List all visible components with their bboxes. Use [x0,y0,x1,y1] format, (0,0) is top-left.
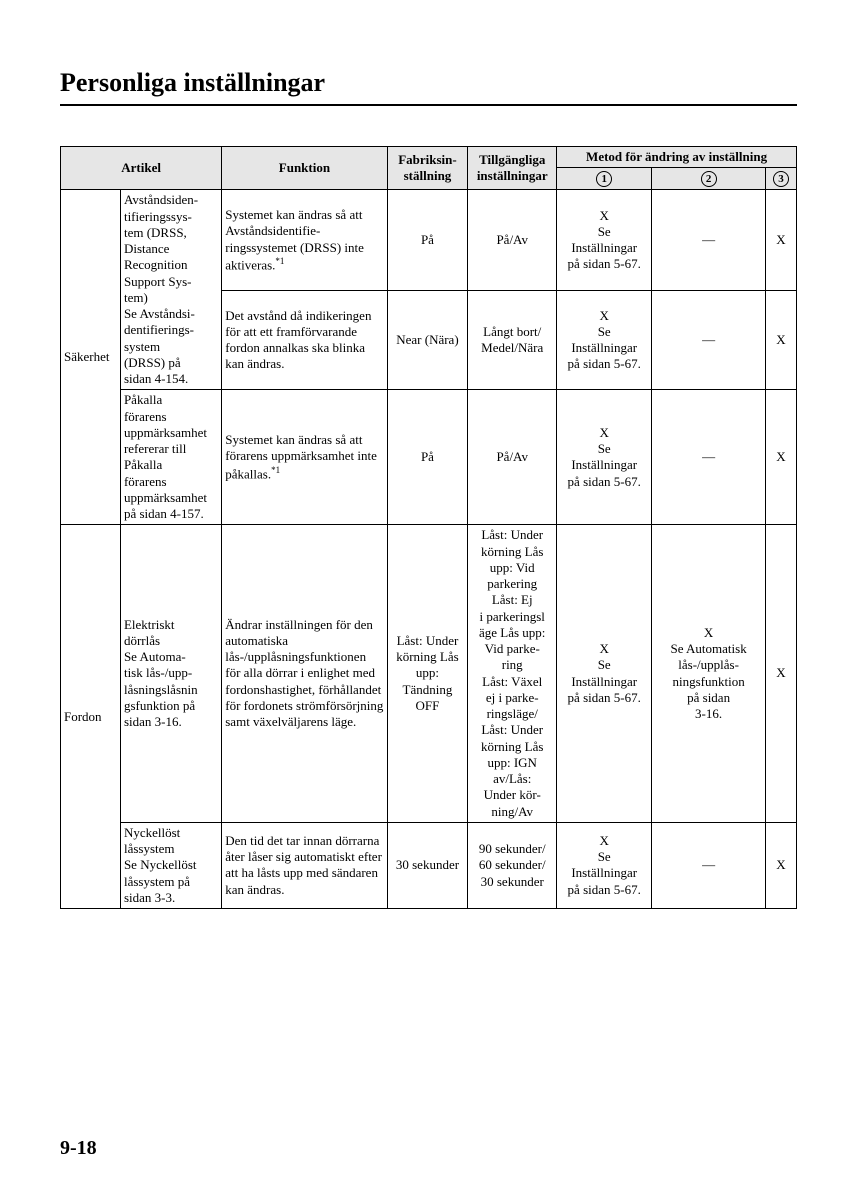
funktion-cell: Den tid det tar innan dörrarna åter låse… [222,822,387,908]
metod2-cell: XSe Automatisklås-/upplås-ningsfunktionp… [652,525,766,823]
table-row: SäkerhetAvståndsiden-tifieringssys-tem (… [61,190,797,291]
funktion-cell: Det avstånd då indikeringen för att ett … [222,291,387,390]
metod3-cell: X [765,190,796,291]
metod2-cell: — [652,822,766,908]
th-m1: 1 [557,168,652,190]
table-body: SäkerhetAvståndsiden-tifieringssys-tem (… [61,190,797,909]
funktion-cell: Systemet kan ändras så att Avståndsident… [222,190,387,291]
tillg-cell: 90 sekunder/60 sekunder/30 sekunder [468,822,557,908]
metod3-cell: X [765,390,796,525]
table-row: NyckellöstlåssystemSe Nyckellöstlåssyste… [61,822,797,908]
tillg-cell: Låst: Underkörning Låsupp: VidparkeringL… [468,525,557,823]
metod3-cell: X [765,291,796,390]
page-number: 9-18 [60,1137,97,1160]
settings-table: Artikel Funktion Fabriksin- ställning Ti… [60,146,797,909]
metod1-cell: XSeInställningarpå sidan 5-67. [557,525,652,823]
funktion-cell: Systemet kan ändras så att förarens uppm… [222,390,387,525]
funktion-cell: Ändrar inställningen för den automatiska… [222,525,387,823]
fabrik-cell: 30 sekunder [387,822,468,908]
table-header: Artikel Funktion Fabriksin- ställning Ti… [61,147,797,190]
title-rule [60,104,797,106]
fabrik-cell: Near (Nära) [387,291,468,390]
metod1-cell: XSeInställningarpå sidan 5-67. [557,390,652,525]
metod1-cell: XSeInställningarpå sidan 5-67. [557,822,652,908]
metod3-cell: X [765,822,796,908]
th-fabrik: Fabriksin- ställning [387,147,468,190]
artikel-cell: NyckellöstlåssystemSe Nyckellöstlåssyste… [120,822,221,908]
th-m2: 2 [652,168,766,190]
category-cell: Fordon [61,525,121,909]
circle-3-icon: 3 [773,171,789,187]
circle-2-icon: 2 [701,171,717,187]
category-cell: Säkerhet [61,190,121,525]
tillg-cell: På/Av [468,390,557,525]
fabrik-cell: På [387,190,468,291]
tillg-cell: Långt bort/Medel/Nära [468,291,557,390]
th-artikel: Artikel [61,147,222,190]
th-funktion: Funktion [222,147,387,190]
fabrik-cell: På [387,390,468,525]
metod1-cell: XSeInställningarpå sidan 5-67. [557,291,652,390]
fabrik-cell: Låst: Underkörning Låsupp:TändningOFF [387,525,468,823]
metod2-cell: — [652,190,766,291]
table-row: Påkallaförarensuppmärksamhetrefererar ti… [61,390,797,525]
artikel-cell: ElektrisktdörrlåsSe Automa-tisk lås-/upp… [120,525,221,823]
circle-1-icon: 1 [596,171,612,187]
artikel-cell: Påkallaförarensuppmärksamhetrefererar ti… [120,390,221,525]
page-title: Personliga inställningar [60,68,797,98]
th-metod: Metod för ändring av inställning [557,147,797,168]
th-tillg: Tillgängliga inställningar [468,147,557,190]
metod3-cell: X [765,525,796,823]
metod2-cell: — [652,291,766,390]
th-m3: 3 [765,168,796,190]
tillg-cell: På/Av [468,190,557,291]
metod1-cell: XSeInställningarpå sidan 5-67. [557,190,652,291]
table-row: FordonElektrisktdörrlåsSe Automa-tisk lå… [61,525,797,823]
artikel-cell: Avståndsiden-tifieringssys-tem (DRSS,Dis… [120,190,221,390]
metod2-cell: — [652,390,766,525]
